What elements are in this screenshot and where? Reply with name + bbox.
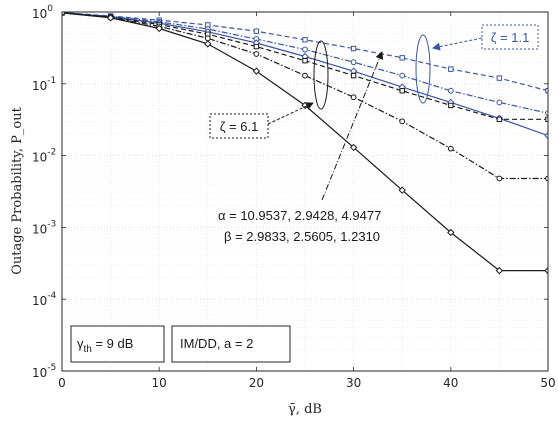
x-tick-label: 20	[249, 376, 264, 390]
series-5-point	[399, 118, 406, 125]
x-tick-label: 30	[346, 376, 361, 390]
series-6-point	[106, 14, 115, 22]
series-1-point	[253, 28, 260, 34]
gamma-th-box	[70, 325, 165, 363]
series-2-point	[302, 46, 308, 53]
plot-area	[62, 12, 548, 371]
zeta-black-box	[209, 113, 269, 139]
y-tick-label: 10-4	[32, 291, 57, 308]
series-4-point	[496, 116, 503, 123]
series-1-point	[448, 66, 454, 72]
series-6-point	[62, 12, 66, 17]
y-tick-label: 10-2	[32, 148, 56, 165]
series-6-point	[544, 266, 548, 275]
beta-text: β = 2.9833, 2.5605, 1.2310	[224, 229, 380, 244]
series-2-point	[350, 59, 357, 66]
y-tick-label: 10-1	[32, 76, 56, 93]
x-tick-label: 40	[443, 376, 458, 390]
series-4-point	[253, 43, 260, 50]
series-6-point	[252, 67, 261, 75]
series-4-point	[350, 72, 357, 79]
series-2-point	[399, 72, 406, 79]
y-axis-label: Outage Probability, P_out	[10, 106, 25, 274]
series-1-point	[302, 37, 308, 43]
series-5-point	[350, 94, 357, 101]
y-tick-label: 100	[32, 4, 53, 21]
series-5-point	[496, 175, 503, 182]
series-2-point	[496, 99, 503, 106]
series-4-point	[302, 57, 308, 64]
series-5-point	[447, 145, 454, 152]
x-tick-label: 50	[540, 376, 555, 390]
series-3-point	[544, 131, 548, 140]
series-5-point	[302, 72, 308, 79]
gamma-th-label: γth = 9 dB	[77, 336, 133, 355]
series-line-5	[62, 12, 548, 180]
series-6-point	[204, 40, 212, 48]
blue-annotation-arrow	[432, 37, 483, 51]
series-4-point	[448, 102, 454, 109]
series-1-point	[350, 45, 357, 52]
y-tick-label: 10-3	[32, 219, 56, 236]
blue-group-ellipse	[415, 34, 431, 104]
series-5-point	[204, 35, 211, 42]
x-tick-label: 0	[58, 376, 66, 390]
series-6-point	[398, 186, 406, 194]
imdd-box	[171, 325, 291, 363]
series-4-point	[399, 88, 405, 94]
zeta-blue-box	[481, 24, 539, 50]
zeta-blue-label: ζ = 1.1	[491, 30, 530, 45]
series-1-point	[496, 75, 503, 81]
series-6-point	[155, 24, 163, 33]
zeta-black-label: ζ = 6.1	[220, 119, 259, 134]
black-annotation-arrow	[267, 102, 314, 125]
grid	[62, 12, 548, 371]
series-5-point	[253, 51, 260, 57]
plot-frame	[61, 11, 549, 372]
y-tick-label: 10-5	[32, 363, 56, 380]
imdd-label: IM/DD, a = 2	[180, 336, 253, 351]
black-group-ellipse	[313, 40, 329, 110]
series-2-point	[447, 87, 454, 94]
x-tick-label: 10	[152, 376, 167, 390]
tick-labels: 0 10 20 30 40 50 100 10-1 10-2 10-3 10-4 10-5	[32, 4, 556, 390]
series-6-point	[349, 143, 358, 152]
series-6-point	[495, 266, 504, 275]
x-axis-label: γ̄, dB	[288, 402, 322, 417]
alpha-text: α = 10.9537, 2.9428, 4.9477	[218, 208, 381, 223]
alpha-beta-arrow	[321, 51, 384, 201]
series-1-point	[399, 55, 405, 61]
series-6-point	[447, 228, 455, 237]
